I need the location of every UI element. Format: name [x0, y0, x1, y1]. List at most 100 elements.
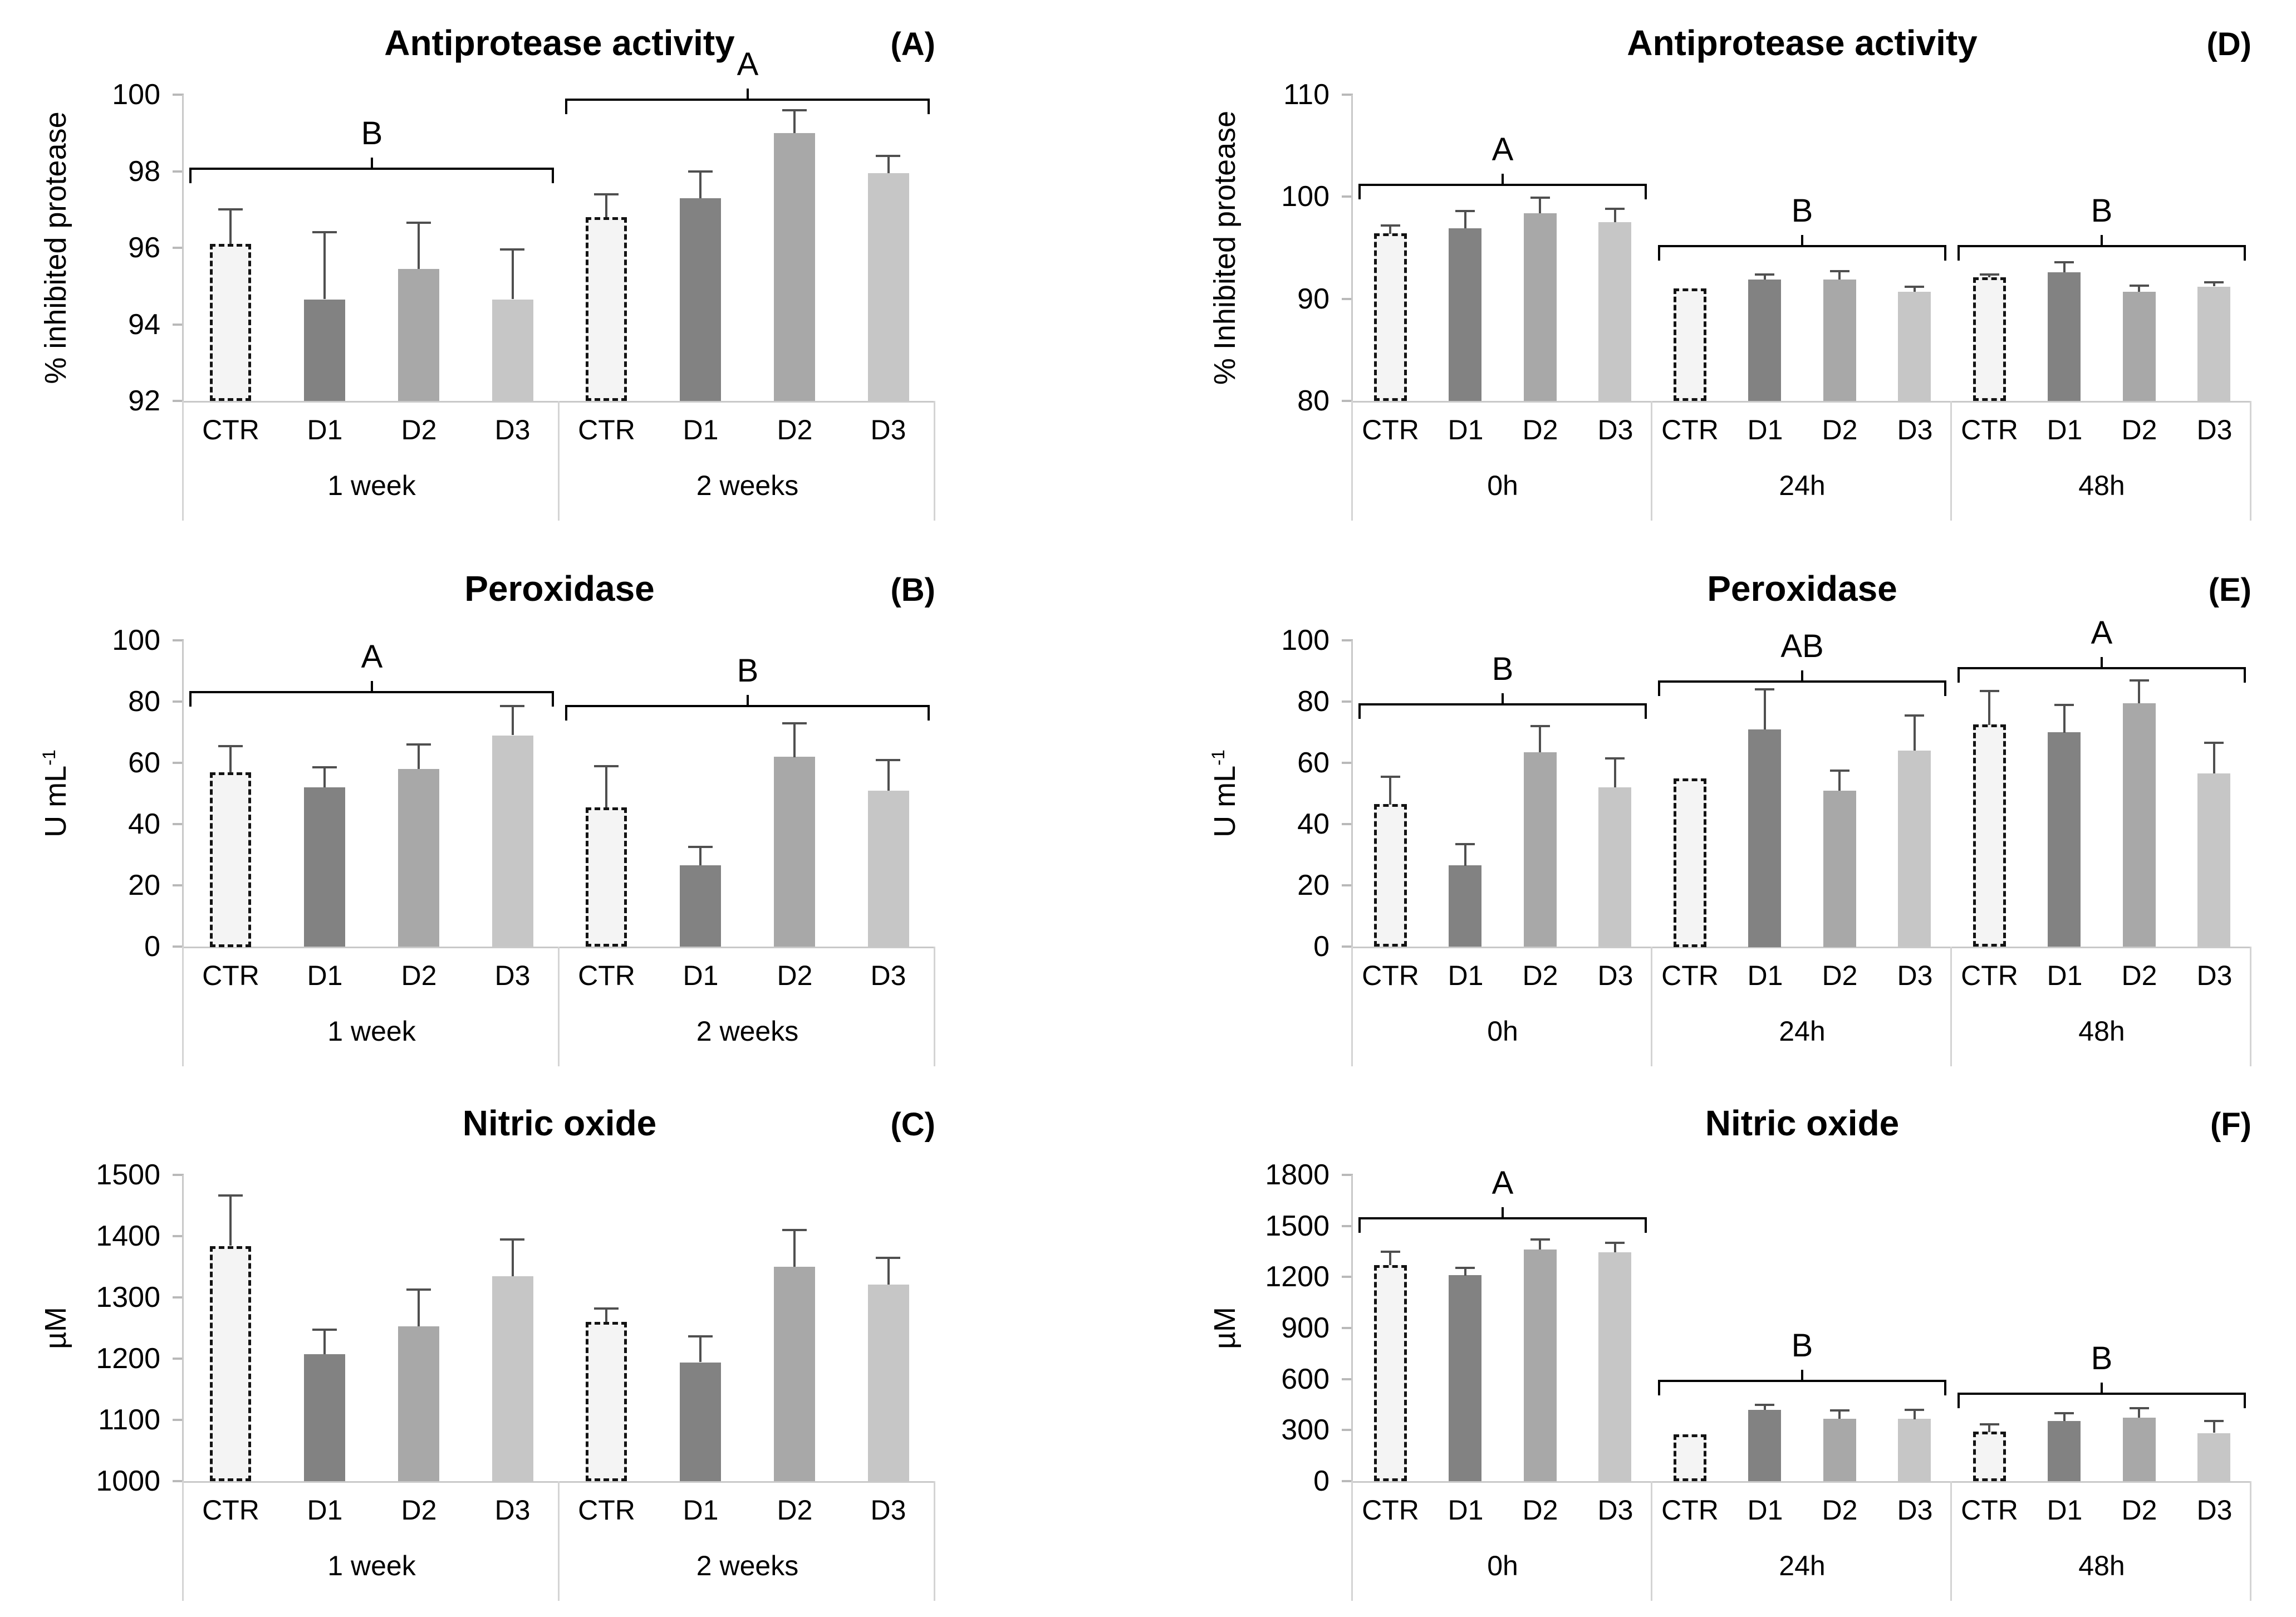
error-bar-cap	[876, 759, 900, 761]
error-bar-cap	[1980, 690, 1999, 692]
bar-label: D2	[1522, 1494, 1558, 1526]
y-axis-label-text: % Inhibited protease	[1208, 110, 1242, 385]
significance-bracket-right-tick	[1944, 245, 1946, 261]
y-tick-label: 92	[128, 385, 160, 417]
bar-label: D2	[1522, 414, 1558, 445]
bar-ctr	[1374, 233, 1407, 401]
error-bar-line	[887, 1258, 890, 1285]
bar-label: D3	[494, 960, 531, 991]
group-divider	[1651, 947, 1652, 1066]
bar-d3	[868, 173, 909, 401]
group-divider	[182, 947, 184, 1066]
y-tick-label: 60	[1297, 747, 1329, 779]
significance-bracket-right-tick	[1645, 703, 1647, 719]
bar-ctr	[1674, 288, 1706, 401]
error-bar-line	[1614, 758, 1616, 787]
bar-label: CTR	[1661, 414, 1719, 445]
error-bar-line	[2138, 286, 2140, 292]
y-tick-mark	[1342, 400, 1353, 402]
error-bar-line	[2213, 743, 2215, 773]
panel-label: (D)	[2206, 26, 2251, 62]
group-divider	[1351, 401, 1353, 521]
error-bar-cap	[782, 1229, 807, 1231]
error-bar-line	[418, 1290, 420, 1326]
significance-bracket-center-tick	[1502, 174, 1504, 184]
group-label: 2 weeks	[696, 1016, 799, 1047]
significance-bracket-line	[1658, 245, 1946, 247]
error-bar-line	[605, 766, 607, 807]
bar-label: CTR	[202, 414, 259, 445]
group-label: 24h	[1779, 1550, 1826, 1581]
bar-ctr	[586, 807, 627, 947]
error-bar-line	[229, 1195, 232, 1246]
bar-label: D3	[870, 960, 906, 991]
bar-d2	[1823, 1419, 1856, 1481]
error-bar-cap	[500, 1238, 524, 1241]
chart-title: Peroxidase	[464, 569, 655, 609]
error-bar-line	[605, 1309, 607, 1322]
error-bar-line	[229, 746, 232, 772]
bar-d1	[1748, 1410, 1781, 1481]
bar-ctr	[210, 244, 251, 401]
significance-letter: B	[1791, 193, 1813, 229]
bar-label: CTR	[202, 1494, 259, 1526]
group-label: 0h	[1487, 1550, 1518, 1581]
bar-label: D3	[1597, 414, 1633, 445]
bar-d1	[680, 865, 721, 947]
bar-d3	[1898, 751, 1931, 947]
significance-bracket-center-tick	[371, 158, 373, 168]
significance-bracket-line	[1358, 703, 1647, 705]
bar-label: D2	[2121, 1494, 2157, 1526]
significance-bracket-left-tick	[1658, 680, 1660, 696]
significance-letter: A	[361, 639, 383, 675]
y-tick-label: 94	[128, 308, 160, 341]
bar-d2	[1823, 280, 1856, 401]
y-tick-mark	[1342, 297, 1353, 300]
y-tick-label: 80	[1297, 685, 1329, 718]
bar-d1	[304, 300, 345, 401]
error-bar-line	[1838, 1410, 1841, 1419]
error-bar-line	[418, 223, 420, 269]
y-tick-label: 20	[128, 869, 160, 901]
panel-label: (C)	[890, 1106, 935, 1143]
bar-label: D2	[777, 1494, 813, 1526]
significance-bracket-center-tick	[2101, 1383, 2103, 1393]
y-tick-mark	[173, 1174, 184, 1176]
error-bar-line	[512, 1239, 514, 1276]
group-label: 2 weeks	[696, 1550, 799, 1581]
error-bar-line	[1988, 1424, 1990, 1432]
bar-d3	[1598, 1252, 1631, 1481]
bar-label: D1	[1448, 960, 1484, 991]
bar-label: CTR	[1362, 960, 1419, 991]
error-bar-line	[605, 194, 607, 217]
error-bar-cap	[1830, 1409, 1849, 1412]
significance-bracket-line	[189, 691, 554, 693]
significance-letter: A	[1492, 1165, 1514, 1201]
error-bar-cap	[312, 1329, 337, 1331]
bar-label: D3	[1897, 1494, 1933, 1526]
group-label: 24h	[1779, 470, 1826, 501]
significance-bracket-center-tick	[2101, 657, 2103, 667]
bar-label: CTR	[1961, 1494, 2018, 1526]
significance-bracket-center-tick	[1502, 1207, 1504, 1217]
significance-bracket-right-tick	[1645, 1217, 1647, 1233]
bar-d3	[1598, 787, 1631, 947]
group-divider	[182, 401, 184, 521]
significance-letter: B	[2091, 193, 2113, 229]
bar-label: D1	[2047, 414, 2083, 445]
bar-label: CTR	[1661, 1494, 1719, 1526]
error-bar-cap	[2130, 679, 2149, 682]
group-divider	[2250, 401, 2251, 521]
error-bar-line	[323, 1330, 326, 1354]
significance-bracket-center-tick	[747, 89, 749, 99]
bar-label: D2	[2121, 414, 2157, 445]
y-tick-label: 1200	[1265, 1261, 1329, 1293]
significance-letter: A	[737, 46, 759, 82]
significance-bracket-right-tick	[928, 705, 930, 721]
y-tick-label: 0	[1313, 930, 1329, 963]
significance-bracket-line	[1358, 1217, 1647, 1219]
bar-d3	[1898, 292, 1931, 401]
error-bar-line	[1764, 689, 1766, 729]
significance-bracket-center-tick	[1801, 670, 1803, 680]
bar-label: D2	[1822, 1494, 1858, 1526]
